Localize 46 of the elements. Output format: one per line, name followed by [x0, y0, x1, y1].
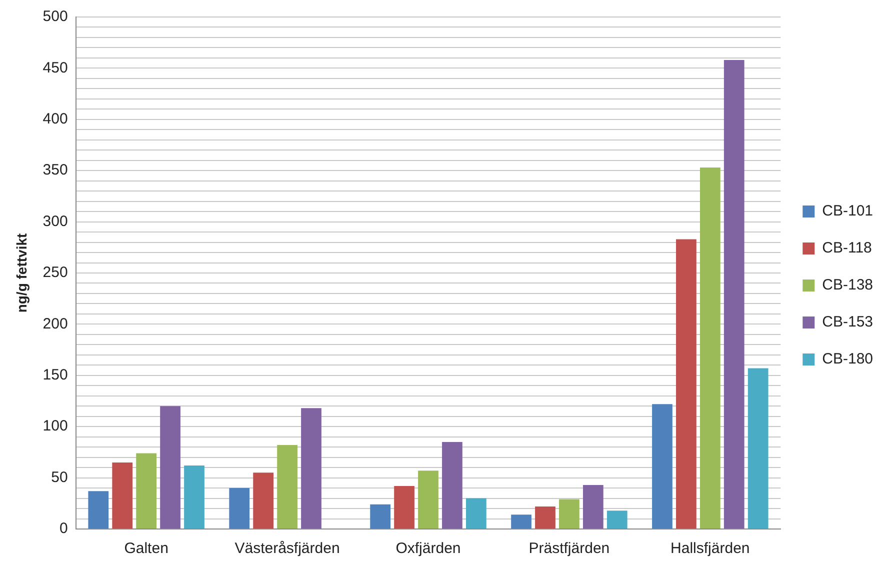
legend-label: CB-138	[822, 276, 873, 294]
y-tick-label: 350	[42, 162, 68, 179]
bar	[748, 368, 768, 528]
x-tick-label: Galten	[124, 540, 168, 558]
legend-label: CB-180	[822, 350, 873, 368]
bar	[535, 506, 556, 528]
y-tick-label: 100	[42, 418, 68, 435]
x-tick-label: Oxfjärden	[396, 540, 461, 558]
bar	[88, 491, 109, 528]
bar	[442, 442, 462, 528]
bar	[253, 472, 274, 528]
bar	[277, 445, 298, 528]
bar	[112, 462, 133, 528]
bar	[700, 168, 720, 528]
y-tick-label: 500	[42, 8, 68, 26]
bar	[676, 239, 696, 528]
bar	[418, 470, 438, 528]
y-tick-label: 250	[42, 264, 68, 282]
bar	[394, 486, 414, 528]
bar	[652, 404, 672, 528]
bar	[559, 499, 580, 528]
bar	[184, 466, 204, 528]
bar	[466, 498, 486, 528]
bar	[229, 488, 250, 528]
y-tick-label: 450	[42, 59, 68, 76]
y-tick-label: 400	[42, 110, 68, 128]
x-tick-label: Prästfjärden	[528, 540, 610, 558]
y-axis-title: ng/g fettvikt	[13, 233, 30, 313]
y-tick-label: 300	[42, 212, 68, 230]
bar	[582, 484, 604, 528]
bar	[606, 510, 628, 528]
legend-label: CB-101	[822, 202, 873, 220]
bar	[136, 453, 156, 528]
y-tick-label: 150	[42, 366, 68, 384]
y-tick-label: 50	[51, 468, 68, 486]
bar	[370, 504, 390, 528]
x-tick-label: Västeråsfjärden	[234, 540, 340, 558]
legend-label: CB-118	[822, 240, 872, 257]
bar	[301, 408, 322, 528]
y-tick-label: 0	[59, 520, 68, 538]
legend-label: CB-153	[822, 314, 873, 331]
bar	[160, 406, 180, 528]
x-tick-label: Hallsfjärden	[670, 540, 750, 558]
bar	[724, 60, 744, 528]
y-tick-label: 200	[42, 315, 68, 332]
bar	[511, 514, 532, 528]
